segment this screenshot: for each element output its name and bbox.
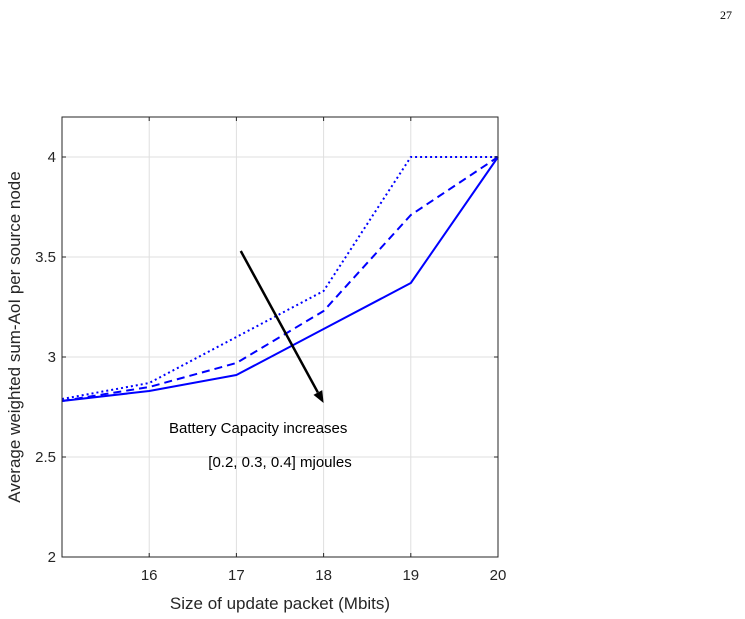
annotation-layer: Battery Capacity increases [0.2, 0.3, 0.4… (169, 250, 352, 471)
annotation-text: Battery Capacity increases (169, 420, 347, 437)
series-line-solid (61, 156, 499, 402)
series-layer (61, 156, 499, 402)
y-tick-label: 3 (48, 349, 56, 366)
annotation-arrow-head (313, 390, 324, 403)
x-tick-label: 16 (141, 567, 158, 584)
tick-layer: 16 17 18 19 20 2 2.5 3 3.5 4 (35, 117, 506, 584)
x-tick-label: 20 (490, 567, 507, 584)
annotation-text: [0.2, 0.3, 0.4] mjoules (208, 454, 351, 471)
y-tick-label: 3.5 (35, 249, 56, 266)
series-line-dotted (61, 156, 498, 400)
x-tick-label: 17 (228, 567, 245, 584)
x-tick-label: 18 (315, 567, 332, 584)
annotation-arrow-shaft (239, 250, 319, 394)
y-tick-label: 2.5 (35, 449, 56, 466)
plot-frame (61, 116, 499, 558)
y-axis-label: Average weighted sum-AoI per source node (5, 171, 24, 502)
plot-area (62, 117, 498, 557)
x-axis-label: Size of update packet (Mbits) (170, 594, 390, 613)
y-tick-label: 4 (48, 149, 56, 166)
y-tick-label: 2 (48, 549, 56, 566)
page-number: 27 (720, 8, 732, 22)
x-tick-label: 19 (402, 567, 419, 584)
